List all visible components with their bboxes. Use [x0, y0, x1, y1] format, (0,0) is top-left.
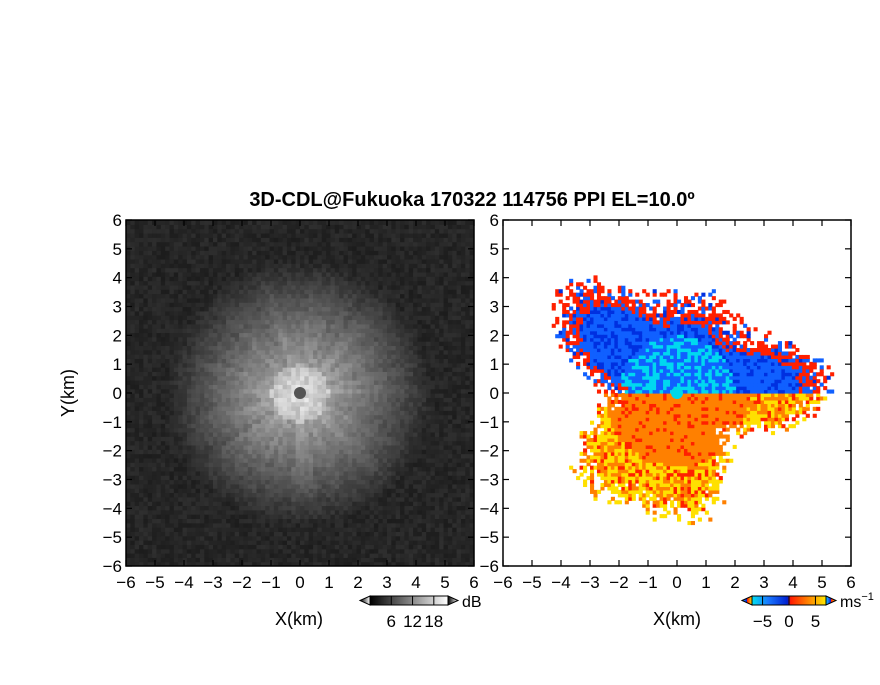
intensity-x-tick-label: −3	[203, 573, 222, 592]
intensity-y-tick-label: 1	[113, 355, 122, 374]
intensity-colorbar-low-arrow	[360, 596, 370, 605]
velocity-x-tick-label: 0	[672, 573, 681, 592]
intensity-y-tick-label: 2	[113, 326, 122, 345]
intensity-y-tick-label: 4	[113, 269, 122, 288]
intensity-colorbar-unit: dB	[462, 594, 482, 611]
velocity-x-tick-label: 5	[817, 573, 826, 592]
intensity-y-tick-label: 3	[113, 298, 122, 317]
velocity-colorbar-unit-superscript: −1	[861, 591, 874, 603]
velocity-x-tick-label: 4	[788, 573, 797, 592]
intensity-x-tick-label: 2	[353, 573, 362, 592]
intensity-colorbar-tick-label: 6	[387, 612, 396, 631]
intensity-y-tick-label: −2	[103, 442, 122, 461]
intensity-y-tick-label: −1	[103, 413, 122, 432]
intensity-y-tick-label: −3	[103, 471, 122, 490]
intensity-colorbar-bar	[370, 596, 448, 605]
velocity-x-tick-label: −4	[551, 573, 570, 592]
intensity-x-tick-label: 1	[324, 573, 333, 592]
intensity-colorbar-high-arrow	[448, 596, 458, 605]
velocity-x-tick-label: −1	[638, 573, 657, 592]
velocity-colorbar-tick-label: −5	[753, 612, 772, 631]
intensity-y-axis-label: Y(km)	[58, 369, 78, 417]
intensity-field	[126, 220, 475, 567]
velocity-origin-marker	[671, 387, 683, 399]
intensity-colorbar-tick-label: 18	[424, 612, 443, 631]
intensity-x-tick-label: 5	[440, 573, 449, 592]
intensity-y-tick-label: 0	[113, 384, 122, 403]
velocity-y-tick-label: 4	[490, 269, 499, 288]
velocity-y-tick-label: 0	[490, 384, 499, 403]
intensity-origin-marker	[294, 387, 306, 399]
velocity-y-tick-label: 3	[490, 298, 499, 317]
intensity-x-tick-label: −5	[145, 573, 164, 592]
intensity-x-tick-label: 0	[295, 573, 304, 592]
intensity-x-tick-label: 3	[382, 573, 391, 592]
velocity-colorbar-high-arrow	[826, 596, 836, 605]
velocity-y-tick-label: −2	[480, 442, 499, 461]
intensity-x-tick-label: −4	[174, 573, 193, 592]
velocity-y-tick-label: −6	[480, 557, 499, 576]
intensity-colorbar-tick-label: 12	[403, 612, 422, 631]
velocity-y-tick-label: −1	[480, 413, 499, 432]
intensity-y-tick-label: −6	[103, 557, 122, 576]
velocity-x-tick-label: 6	[846, 573, 855, 592]
intensity-x-tick-label: 4	[411, 573, 420, 592]
intensity-x-tick-label: −1	[261, 573, 280, 592]
intensity-y-tick-label: −5	[103, 528, 122, 547]
velocity-x-tick-label: 3	[759, 573, 768, 592]
velocity-colorbar-low-arrow	[742, 596, 752, 605]
velocity-x-tick-label: −5	[522, 573, 541, 592]
intensity-x-tick-label: 6	[469, 573, 478, 592]
intensity-y-tick-label: 6	[113, 211, 122, 230]
velocity-y-tick-label: 1	[490, 355, 499, 374]
velocity-x-tick-label: 1	[701, 573, 710, 592]
velocity-y-tick-label: −5	[480, 528, 499, 547]
chart-title: 3D-CDL@Fukuoka 170322 114756 PPI EL=10.0…	[249, 189, 694, 211]
velocity-y-tick-label: −3	[480, 471, 499, 490]
intensity-y-tick-label: 5	[113, 240, 122, 259]
velocity-colorbar-tick-label: 5	[811, 612, 820, 631]
velocity-y-tick-label: 6	[490, 211, 499, 230]
velocity-colorbar-unit: ms−1	[840, 591, 874, 611]
velocity-y-tick-label: −4	[480, 499, 499, 518]
velocity-colorbar-tick-label: 0	[784, 612, 793, 631]
intensity-x-axis-label: X(km)	[275, 609, 323, 629]
intensity-x-tick-label: −2	[232, 573, 251, 592]
velocity-x-tick-label: −2	[609, 573, 628, 592]
velocity-x-tick-label: −3	[580, 573, 599, 592]
velocity-y-tick-label: 2	[490, 326, 499, 345]
intensity-y-tick-label: −4	[103, 499, 122, 518]
velocity-y-tick-label: 5	[490, 240, 499, 259]
velocity-x-axis-label: X(km)	[653, 609, 701, 629]
velocity-x-tick-label: 2	[730, 573, 739, 592]
